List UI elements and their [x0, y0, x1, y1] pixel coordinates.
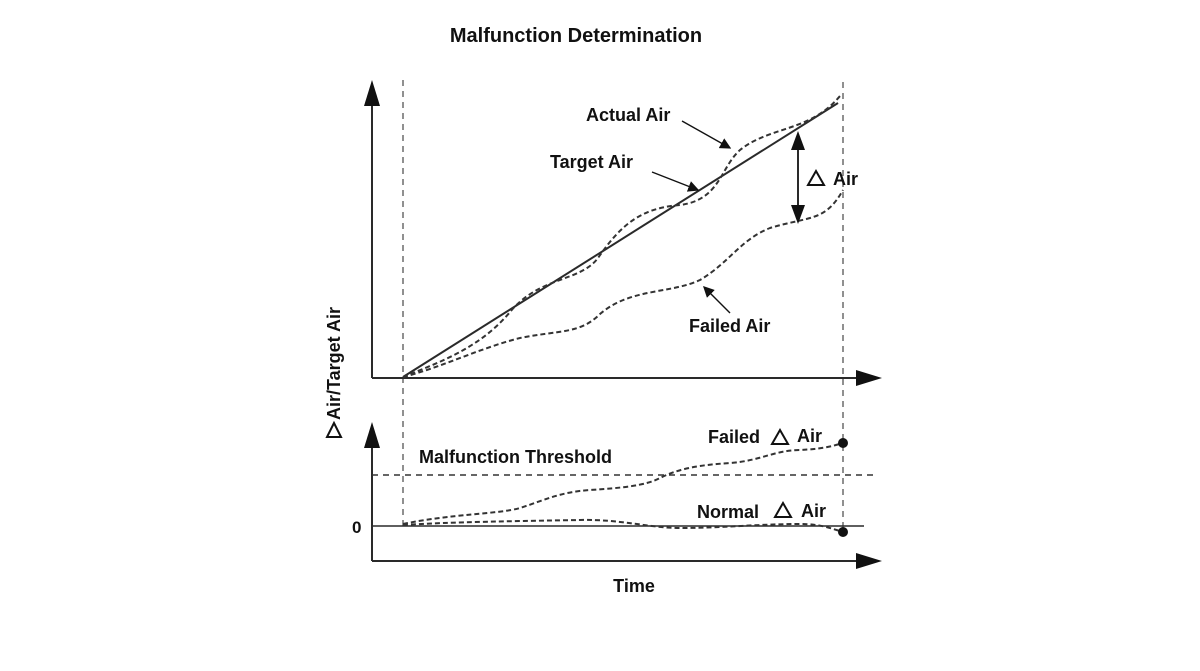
zero-label: 0 [352, 518, 361, 537]
failed-delta-air-endpoint [838, 438, 848, 448]
actual-air-curve [402, 95, 841, 378]
actual-air-label: Actual Air [586, 105, 670, 125]
failed-delta-air-label-suffix: Air [797, 426, 822, 446]
failed-delta-air-curve [402, 442, 844, 525]
upper-y-axis-arrowhead [364, 80, 380, 106]
upper-x-axis-arrowhead [856, 370, 882, 386]
x-axis-label: Time [613, 576, 655, 596]
normal-delta-air-curve [402, 518, 844, 533]
triangle-icon [773, 500, 793, 518]
triangle-icon [806, 168, 826, 186]
delta-air-arrowhead-bottom [791, 205, 805, 224]
normal-delta-air-label-prefix: Normal [697, 502, 759, 522]
target-air-label: Target Air [550, 152, 633, 172]
normal-delta-air-endpoint [838, 527, 848, 537]
target-air-line [402, 102, 839, 378]
diagram-title: Malfunction Determination [450, 25, 702, 47]
lower-x-axis-arrowhead [856, 553, 882, 569]
target-air-pointer [651, 171, 700, 192]
triangle-icon [770, 427, 790, 445]
lower-y-axis-arrowhead [364, 422, 380, 448]
y-axis-label-group: Air/Target Air [324, 307, 344, 438]
failed-air-pointer [703, 286, 731, 314]
delta-air-label: Air [833, 169, 858, 189]
failed-delta-air-label-prefix: Failed [708, 427, 760, 447]
normal-delta-air-label-suffix: Air [801, 501, 826, 521]
y-axis-label: Air/Target Air [324, 307, 344, 420]
failed-air-label: Failed Air [689, 316, 770, 336]
delta-air-arrowhead-top [791, 131, 805, 150]
triangle-icon [325, 420, 343, 438]
actual-air-pointer [681, 120, 732, 149]
malfunction-threshold-label: Malfunction Threshold [419, 447, 612, 467]
failed-air-curve [402, 189, 844, 378]
